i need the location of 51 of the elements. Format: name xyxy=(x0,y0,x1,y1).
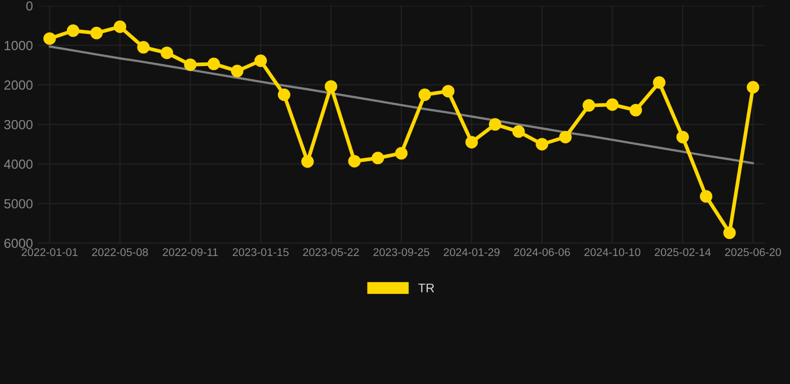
point xyxy=(90,26,103,40)
point xyxy=(582,99,596,112)
point xyxy=(442,84,454,98)
y-tick-label: 5000 xyxy=(4,199,33,208)
x-tick-label: 2023-05-22 xyxy=(303,248,359,256)
x-tick-label: 2022-01-01 xyxy=(22,248,78,256)
point xyxy=(418,88,432,101)
point xyxy=(606,98,619,111)
point xyxy=(160,46,174,60)
y-tick-label: 1000 xyxy=(4,40,33,50)
point xyxy=(559,130,572,144)
point xyxy=(66,24,80,37)
point xyxy=(208,58,220,70)
x-tick-label: 2022-05-08 xyxy=(92,248,148,256)
y-tick-label: 2000 xyxy=(4,80,33,90)
point xyxy=(746,80,760,94)
x-tick-label: 2023-09-25 xyxy=(373,248,430,256)
point xyxy=(723,226,736,240)
line-series xyxy=(48,45,754,164)
point xyxy=(465,136,478,148)
point xyxy=(395,147,408,160)
point xyxy=(630,104,642,116)
point xyxy=(512,125,525,138)
point xyxy=(254,54,267,67)
x-tick-label: 2023-01-15 xyxy=(232,248,289,256)
x-tick-label: 2024-01-29 xyxy=(444,248,500,256)
x-tick-label: 2024-10-10 xyxy=(584,248,640,256)
point xyxy=(184,58,197,71)
point xyxy=(301,155,314,168)
point xyxy=(114,20,126,33)
point xyxy=(43,32,56,45)
point xyxy=(488,118,502,131)
x-tick-label: 2024-06-06 xyxy=(514,248,570,256)
x-tick-label: 2025-06-20 xyxy=(725,248,781,256)
y-tick-label: 4000 xyxy=(4,160,33,169)
point xyxy=(372,152,384,164)
y-tick-label: 0 xyxy=(26,1,33,11)
x-tick-label: 2022-09-11 xyxy=(162,248,218,256)
point xyxy=(230,64,244,78)
legend-label: TR xyxy=(418,284,434,292)
point xyxy=(324,80,338,93)
point xyxy=(676,130,689,144)
point xyxy=(652,76,666,89)
point xyxy=(348,154,361,168)
x-tick-label: 2025-02-14 xyxy=(654,248,711,256)
y-tick-label: 3000 xyxy=(4,120,33,130)
point xyxy=(137,41,150,54)
point xyxy=(278,88,290,101)
point xyxy=(536,138,548,150)
point xyxy=(700,190,712,203)
y-tick-label: 6000 xyxy=(4,238,33,248)
